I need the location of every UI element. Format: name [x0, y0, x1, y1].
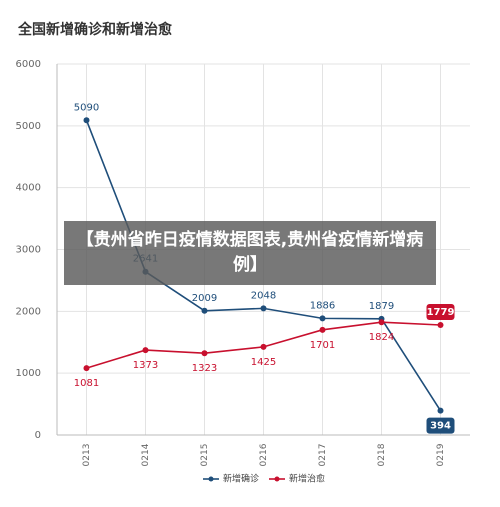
data-label: 1081	[74, 378, 99, 389]
point	[260, 343, 267, 350]
point	[319, 315, 326, 322]
point	[83, 117, 90, 124]
data-label: 1779	[427, 307, 455, 318]
data-label: 1886	[310, 300, 335, 311]
point	[437, 321, 444, 328]
x-tick-label: 0214	[141, 443, 151, 466]
x-tick-label: 0217	[318, 444, 328, 467]
data-label: 1824	[369, 332, 394, 343]
data-label: 1879	[369, 301, 394, 312]
point	[142, 347, 149, 354]
x-tick-label: 0218	[377, 443, 387, 466]
point	[83, 365, 90, 372]
chart-title: 全国新增确诊和新增治愈	[17, 21, 173, 38]
x-tick-label: 0219	[436, 443, 446, 466]
point	[378, 319, 385, 326]
label-box	[426, 303, 455, 320]
data-label: 2048	[251, 290, 276, 301]
legend-label: 新增治愈	[289, 473, 325, 485]
legend-dot	[274, 476, 280, 482]
data-label: 1373	[133, 360, 158, 371]
legend-label: 新增确诊	[223, 473, 259, 485]
y-tick-label: 5000	[16, 121, 41, 132]
y-tick-label: 3000	[16, 245, 41, 256]
point	[201, 307, 208, 314]
data-label: 2009	[192, 293, 217, 304]
point	[437, 407, 444, 414]
overlay-banner: 【贵州省昨日疫情数据图表,贵州省疫情新增病例】	[64, 221, 436, 285]
point	[319, 326, 326, 333]
x-tick-label: 0215	[200, 444, 210, 467]
y-tick-label: 4000	[16, 183, 41, 194]
data-label: 1701	[310, 340, 335, 351]
point	[260, 305, 267, 312]
label-box	[426, 417, 455, 434]
y-tick-label: 2000	[16, 306, 41, 317]
x-tick-label: 0216	[259, 443, 269, 466]
data-label: 394	[430, 421, 451, 432]
data-label: 1323	[192, 363, 217, 374]
y-tick-label: 1000	[16, 368, 41, 379]
point	[201, 350, 208, 357]
x-tick-label: 0213	[82, 444, 92, 467]
y-tick-label: 6000	[16, 59, 41, 70]
data-label: 1425	[251, 357, 276, 368]
data-label: 5090	[74, 102, 99, 113]
y-tick-label: 0	[35, 430, 41, 441]
legend-dot	[208, 476, 214, 482]
